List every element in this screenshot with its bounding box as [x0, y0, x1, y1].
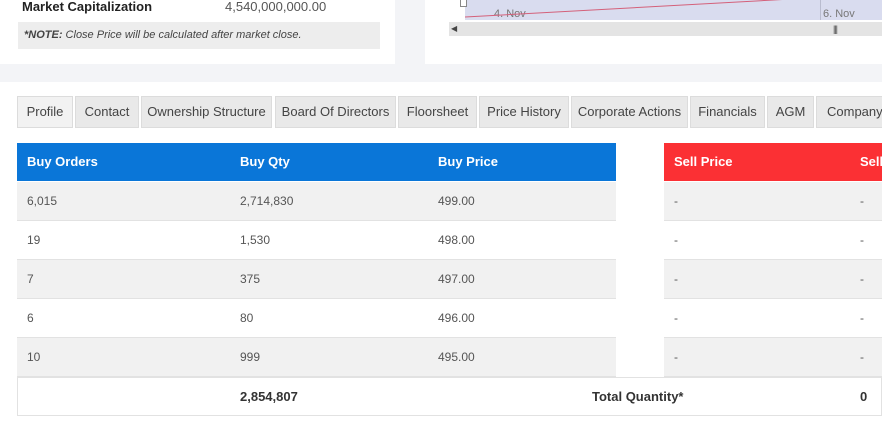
sell-price-cell: - — [674, 272, 678, 286]
market-cap-label: Market Capitalization — [22, 0, 153, 14]
buy-price-cell: 499.00 — [438, 194, 475, 208]
buy-orders-cell: 6 — [27, 311, 34, 325]
price-chart-card: 4. Nov 6. Nov ◀ ||| — [425, 0, 882, 64]
buy-qty-cell: 999 — [240, 350, 261, 364]
buy-qty-cell: 1,530 — [240, 233, 271, 247]
table-row: 10 999 495.00 - - — [17, 338, 882, 377]
tab-profile[interactable]: Profile — [17, 96, 73, 128]
sell-qty-cell: - — [860, 350, 864, 364]
sell-price-cell: - — [674, 311, 678, 325]
table-row: 6,015 2,714,830 499.00 - - — [17, 182, 882, 221]
chart-grid-line — [820, 0, 821, 20]
header-sell-price: Sell Price — [674, 154, 733, 169]
note-prefix: *NOTE: — [24, 29, 63, 41]
buy-price-cell: 497.00 — [438, 272, 475, 286]
sell-header: Sell Price Sell — [664, 143, 882, 181]
tab-agm[interactable]: AGM — [767, 96, 814, 128]
navigator-handle[interactable] — [460, 0, 467, 7]
buy-price-cell: 495.00 — [438, 350, 475, 364]
table-gap — [616, 143, 664, 377]
market-cap-value: 4,540,000,000.00 — [225, 0, 327, 14]
note-text: Close Price will be calculated after mar… — [62, 29, 302, 41]
table-row: 7 375 497.00 - - — [17, 260, 882, 299]
tab-corporate-actions[interactable]: Corporate Actions — [571, 96, 688, 128]
sell-price-cell: - — [674, 233, 678, 247]
chart-axis-label: 6. Nov — [823, 8, 855, 20]
chart-navigator[interactable]: 4. Nov 6. Nov — [465, 0, 882, 20]
chart-scrollbar[interactable]: ◀ ||| — [449, 22, 882, 36]
tab-board-of-directors[interactable]: Board Of Directors — [275, 96, 396, 128]
total-buy-qty: 2,854,807 — [240, 389, 298, 404]
buy-qty-cell: 80 — [240, 311, 254, 325]
market-summary-card: Market Capitalization 4,540,000,000.00 *… — [0, 0, 395, 64]
sell-qty-cell: - — [860, 194, 864, 208]
total-quantity-row: 2,854,807 Total Quantity* 0 — [17, 377, 882, 416]
buy-orders-cell: 19 — [27, 233, 41, 247]
buy-price-cell: 496.00 — [438, 311, 475, 325]
chart-axis-label: 4. Nov — [494, 8, 526, 20]
buy-header: Buy Orders Buy Qty Buy Price — [17, 143, 616, 181]
scroll-grip-icon[interactable]: ||| — [833, 24, 838, 34]
buy-qty-cell: 2,714,830 — [240, 194, 294, 208]
buy-orders-cell: 7 — [27, 272, 34, 286]
buy-price-cell: 498.00 — [438, 233, 475, 247]
tab-company[interactable]: Company — [816, 96, 882, 128]
tab-price-history[interactable]: Price History — [479, 96, 569, 128]
sell-price-cell: - — [674, 350, 678, 364]
sell-price-cell: - — [674, 194, 678, 208]
header-sell-qty: Sell — [860, 154, 882, 169]
buy-orders-cell: 6,015 — [27, 194, 58, 208]
header-buy-price: Buy Price — [438, 154, 498, 169]
total-quantity-label: Total Quantity* — [592, 389, 684, 404]
total-sell-qty: 0 — [860, 389, 868, 404]
company-details-panel: Profile Contact Ownership Structure Boar… — [0, 82, 882, 441]
scroll-left-arrow-icon[interactable]: ◀ — [451, 24, 458, 33]
buy-qty-cell: 375 — [240, 272, 261, 286]
header-buy-orders: Buy Orders — [27, 154, 98, 169]
tab-contact[interactable]: Contact — [75, 96, 139, 128]
table-row: 6 80 496.00 - - — [17, 299, 882, 338]
sell-qty-cell: - — [860, 272, 864, 286]
table-row: 19 1,530 498.00 - - — [17, 221, 882, 260]
chart-series-line — [465, 0, 783, 18]
tab-ownership-structure[interactable]: Ownership Structure — [141, 96, 272, 128]
tab-financials[interactable]: Financials — [690, 96, 765, 128]
header-buy-qty: Buy Qty — [240, 154, 290, 169]
sell-qty-cell: - — [860, 233, 864, 247]
close-price-note: *NOTE: Close Price will be calculated af… — [18, 22, 380, 49]
buy-orders-cell: 10 — [27, 350, 41, 364]
tab-floorsheet[interactable]: Floorsheet — [398, 96, 477, 128]
sell-qty-cell: - — [860, 311, 864, 325]
